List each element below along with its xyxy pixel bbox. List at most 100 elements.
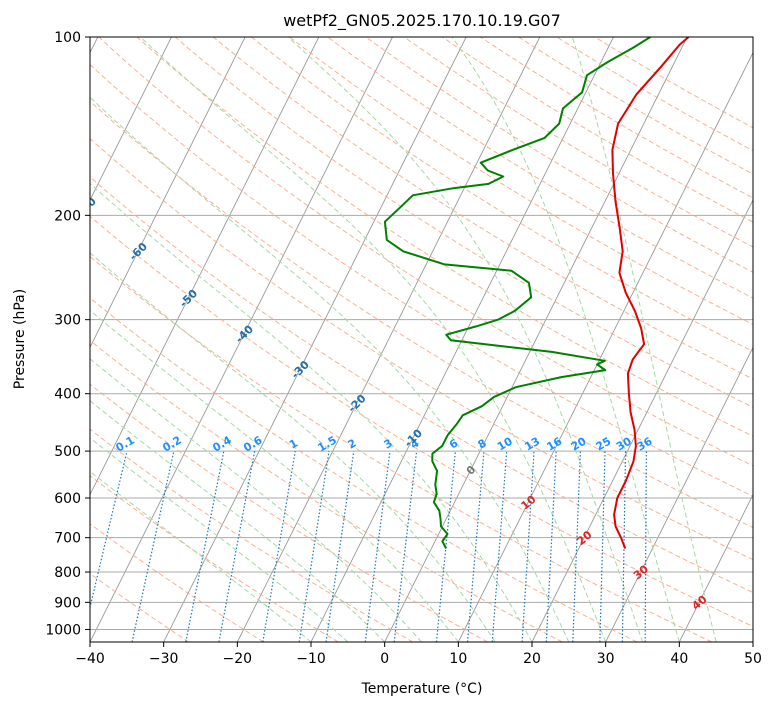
moist-adiabat-line: [140, 37, 607, 642]
moist-adiabat-line: [451, 37, 680, 642]
dry-adiabat-line: [90, 138, 753, 561]
x-axis: −40 −30 −20 −10 0 10 20 30 40 50: [75, 642, 762, 667]
mixing-ratio-line: [545, 451, 557, 642]
isotherm-line: [457, 51, 753, 642]
dry-adiabat-line: [365, 37, 753, 273]
isotherm-line: [678, 493, 753, 642]
dry-adiabat-line: [90, 63, 753, 497]
mixing-ratio-line: [325, 451, 355, 642]
dry-adiabat-label: 20: [574, 528, 594, 548]
x-tick-label: −40: [75, 651, 105, 667]
isotherm-line: [605, 346, 753, 642]
moist-adiabat-line: [90, 470, 312, 642]
y-tick-label: 100: [54, 30, 81, 46]
plot-frame: [89, 36, 754, 643]
dry-adiabat-line: [480, 37, 753, 199]
isotherm-line: [310, 37, 614, 642]
mixing-ratio-line: [644, 451, 647, 642]
y-tick-label: 700: [54, 531, 81, 547]
isotherm-line: [90, 37, 172, 202]
x-tick-label: 50: [744, 651, 762, 667]
mixing-ratio-line: [218, 450, 256, 642]
dry-adiabat-line: [90, 215, 753, 628]
mixing-ratio-line: [131, 450, 175, 642]
mixing-ratio-label: 1: [287, 437, 300, 452]
mixing-ratio-line: [572, 451, 581, 642]
y-tick-label: 600: [54, 491, 81, 507]
isotherm-line: [236, 37, 541, 642]
y-tick-label: 400: [54, 387, 81, 403]
mixing-ratio-line: [298, 451, 330, 642]
dry-adiabat-line: [136, 37, 753, 437]
dry-adiabat-line: [174, 37, 753, 408]
moist-adiabats: [90, 37, 717, 642]
dry-adiabat-line: [212, 37, 753, 380]
mixing-ratio-line: [491, 451, 508, 642]
chart-title: wetPf2_GN05.2025.170.10.19.G07: [283, 11, 561, 31]
isobar-grid: [90, 37, 753, 630]
dry-adiabat-line: [251, 37, 753, 353]
moist-adiabat-line: [90, 309, 459, 642]
y-tick-label: 300: [54, 313, 81, 329]
moist-adiabat-line: [90, 182, 533, 642]
dry-adiabat-line: [90, 176, 753, 594]
dewpoint-line: [383, 37, 651, 549]
isotherm-label: -20: [345, 392, 368, 415]
mixing-ratio-line: [90, 450, 128, 610]
mixing-ratio-line: [262, 451, 296, 642]
dry-adiabat-label: 40: [689, 593, 709, 613]
isotherm-label: -10: [402, 426, 425, 449]
dry-adiabat-line: [556, 37, 753, 152]
dry-adiabat-line: [90, 523, 264, 642]
isotherm-line: [384, 37, 688, 642]
x-tick-label: 40: [670, 651, 688, 667]
dry-adiabat-line: [90, 100, 753, 529]
dry-adiabat-line: [90, 297, 638, 642]
mixing-ratio-lines: [90, 450, 647, 642]
isotherm-line: [90, 37, 246, 349]
x-tick-label: 0: [380, 651, 389, 667]
isotherm-label: -50: [177, 287, 200, 310]
mixing-ratio-label: 3: [382, 437, 395, 452]
dry-adiabat-line: [327, 37, 753, 299]
dry-adiabat-line: [90, 339, 563, 642]
dry-adiabat-line: [289, 37, 753, 326]
x-tick-label: −20: [223, 651, 253, 667]
dry-adiabat-line: [90, 255, 712, 642]
isotherm-line: [90, 37, 320, 496]
sounding-traces: [383, 37, 690, 549]
temperature-line: [611, 37, 690, 549]
isotherm-label: -80: [25, 150, 48, 173]
x-tick-label: 30: [597, 651, 615, 667]
dry-adiabat-label: 30: [631, 562, 651, 582]
dry-adiabat-line: [90, 428, 414, 642]
isotherm-line: [752, 640, 753, 642]
mixing-ratio-line: [185, 450, 225, 642]
mixing-ratio-label: 6: [447, 436, 460, 451]
dry-adiabat-line: [594, 37, 753, 129]
isotherm-label: -70: [76, 195, 99, 218]
isotherm-label: -30: [289, 358, 312, 381]
mixing-ratio-label: 8: [476, 437, 489, 452]
moist-adiabat-line: [90, 252, 496, 642]
dry-adiabat-line: [90, 475, 339, 642]
isotherm-line: [531, 198, 753, 642]
dry-adiabat-line: [90, 383, 488, 642]
moist-adiabat-line: [571, 37, 717, 642]
mixing-ratio-line: [599, 451, 606, 642]
mixing-ratio-line: [521, 451, 535, 642]
mixing-ratio-line: [393, 451, 418, 642]
moist-adiabat-line: [287, 37, 643, 642]
mixing-ratio-line: [364, 451, 391, 642]
y-tick-label: 900: [54, 595, 81, 611]
y-tick-label: 800: [54, 565, 81, 581]
moist-adiabat-line: [90, 96, 570, 642]
x-tick-label: 20: [523, 651, 541, 667]
x-tick-label: −10: [296, 651, 326, 667]
isotherm-grid: [90, 37, 753, 642]
x-tick-label: 10: [449, 651, 467, 667]
isotherm-line: [90, 37, 393, 642]
moist-adiabat-line: [90, 358, 422, 642]
dry-adiabat-line: [403, 37, 753, 248]
